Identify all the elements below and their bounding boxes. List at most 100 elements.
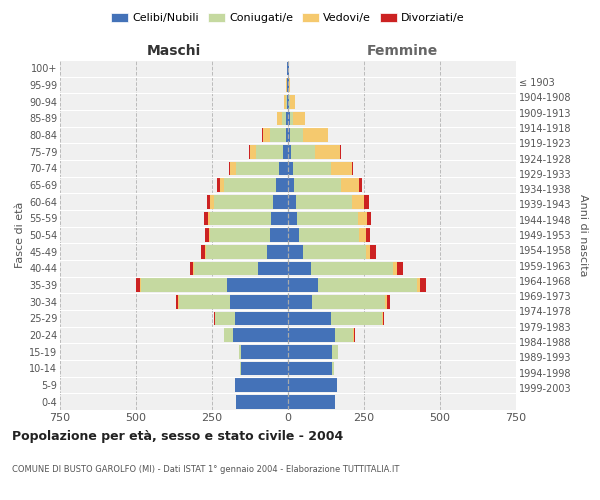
Bar bbox=[205, 245, 206, 258]
Bar bbox=[288, 295, 313, 308]
Bar bbox=[214, 312, 215, 325]
Bar bbox=[270, 228, 288, 242]
Bar bbox=[286, 128, 288, 142]
Bar bbox=[367, 212, 371, 225]
Bar bbox=[365, 245, 370, 258]
Bar bbox=[297, 212, 358, 225]
Bar bbox=[288, 395, 335, 408]
Bar bbox=[288, 128, 290, 142]
Bar bbox=[290, 112, 293, 125]
Bar bbox=[262, 128, 263, 142]
Bar bbox=[331, 162, 352, 175]
Bar bbox=[288, 245, 303, 258]
Bar bbox=[230, 162, 236, 175]
Bar bbox=[288, 312, 331, 325]
Bar bbox=[211, 228, 270, 242]
Bar bbox=[194, 262, 257, 275]
Bar bbox=[288, 95, 289, 108]
Bar bbox=[288, 212, 297, 225]
Y-axis label: Anni di nascita: Anni di nascita bbox=[578, 194, 589, 276]
Bar bbox=[288, 162, 293, 175]
Bar bbox=[370, 245, 376, 258]
Bar bbox=[354, 328, 355, 342]
Bar bbox=[227, 278, 288, 292]
Bar bbox=[331, 312, 382, 325]
Text: Femmine: Femmine bbox=[367, 44, 437, 58]
Bar bbox=[193, 262, 194, 275]
Bar bbox=[224, 178, 276, 192]
Bar bbox=[211, 195, 214, 208]
Bar bbox=[288, 362, 332, 375]
Bar bbox=[209, 228, 211, 242]
Bar bbox=[235, 312, 288, 325]
Bar bbox=[287, 78, 288, 92]
Bar bbox=[205, 212, 208, 225]
Bar bbox=[206, 245, 267, 258]
Bar bbox=[277, 112, 282, 125]
Bar bbox=[288, 62, 289, 75]
Bar bbox=[364, 195, 368, 208]
Bar bbox=[417, 278, 420, 292]
Bar bbox=[290, 128, 303, 142]
Bar bbox=[340, 145, 341, 158]
Bar bbox=[256, 145, 283, 158]
Bar bbox=[311, 262, 393, 275]
Bar bbox=[288, 345, 332, 358]
Bar bbox=[205, 228, 209, 242]
Bar bbox=[293, 162, 331, 175]
Bar bbox=[287, 62, 288, 75]
Bar bbox=[263, 128, 271, 142]
Bar bbox=[316, 145, 340, 158]
Bar bbox=[332, 345, 338, 358]
Bar bbox=[289, 78, 290, 92]
Bar bbox=[341, 178, 359, 192]
Bar bbox=[215, 312, 235, 325]
Bar bbox=[293, 112, 305, 125]
Bar bbox=[282, 112, 286, 125]
Bar bbox=[294, 178, 341, 192]
Bar bbox=[190, 262, 193, 275]
Legend: Celibi/Nubili, Coniugati/e, Vedovi/e, Divorziati/e: Celibi/Nubili, Coniugati/e, Vedovi/e, Di… bbox=[109, 10, 467, 26]
Bar bbox=[267, 245, 288, 258]
Bar bbox=[288, 228, 299, 242]
Bar bbox=[236, 395, 288, 408]
Bar bbox=[288, 328, 335, 342]
Bar bbox=[352, 195, 364, 208]
Bar bbox=[271, 212, 288, 225]
Bar bbox=[283, 145, 288, 158]
Bar bbox=[303, 128, 328, 142]
Bar bbox=[385, 295, 387, 308]
Bar bbox=[176, 295, 178, 308]
Bar bbox=[313, 295, 385, 308]
Bar bbox=[358, 212, 367, 225]
Bar bbox=[359, 228, 365, 242]
Bar bbox=[224, 328, 233, 342]
Bar bbox=[286, 78, 287, 92]
Bar bbox=[288, 262, 311, 275]
Bar bbox=[383, 312, 385, 325]
Bar bbox=[233, 328, 288, 342]
Bar bbox=[287, 95, 288, 108]
Text: COMUNE DI BUSTO GAROLFO (MI) - Dati ISTAT 1° gennaio 2004 - Elaborazione TUTTITA: COMUNE DI BUSTO GAROLFO (MI) - Dati ISTA… bbox=[12, 465, 400, 474]
Bar bbox=[284, 95, 286, 108]
Bar bbox=[236, 162, 279, 175]
Bar bbox=[214, 195, 273, 208]
Bar bbox=[273, 195, 288, 208]
Bar bbox=[276, 178, 288, 192]
Bar bbox=[291, 145, 316, 158]
Bar bbox=[288, 378, 337, 392]
Bar bbox=[208, 212, 211, 225]
Bar bbox=[365, 228, 370, 242]
Bar bbox=[241, 345, 288, 358]
Bar bbox=[230, 295, 288, 308]
Bar bbox=[207, 195, 211, 208]
Text: Maschi: Maschi bbox=[147, 44, 201, 58]
Bar bbox=[241, 362, 288, 375]
Text: Popolazione per età, sesso e stato civile - 2004: Popolazione per età, sesso e stato civil… bbox=[12, 430, 343, 443]
Bar bbox=[393, 262, 397, 275]
Bar bbox=[286, 95, 287, 108]
Bar bbox=[319, 278, 417, 292]
Bar bbox=[140, 278, 227, 292]
Bar bbox=[359, 178, 362, 192]
Bar bbox=[353, 328, 354, 342]
